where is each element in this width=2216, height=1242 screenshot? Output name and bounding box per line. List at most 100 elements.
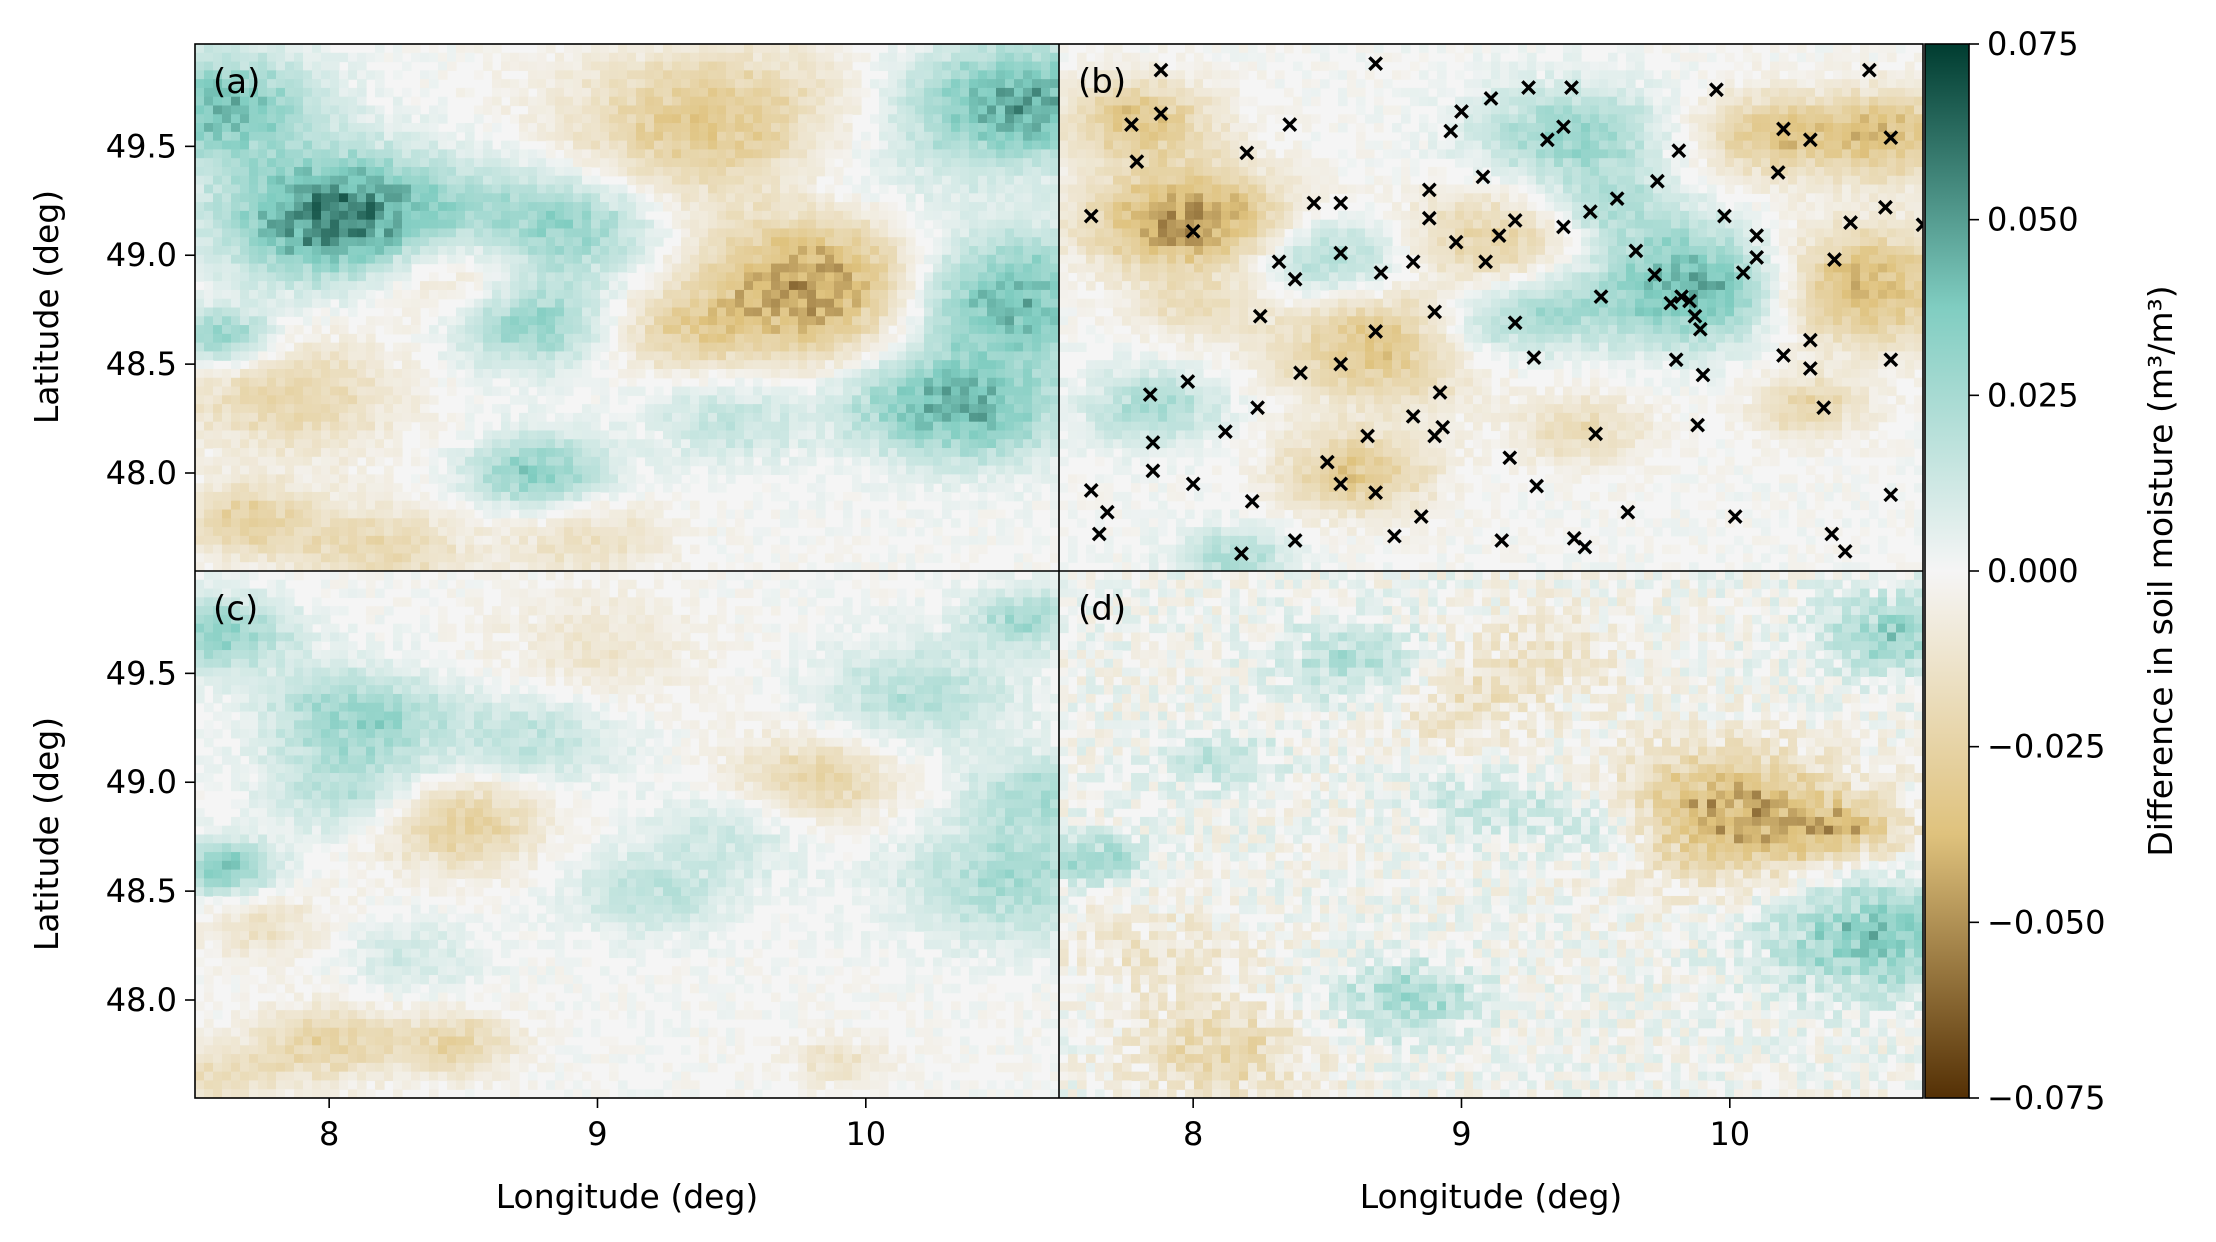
heatmap-cell [735,87,745,98]
heatmap-cell [861,158,871,168]
heatmap-cell [330,193,340,203]
heatmap-cell [546,272,556,282]
heatmap-cell [987,377,997,388]
heatmap-cell [753,87,763,98]
heatmap-cell [330,228,340,238]
heatmap-cell [798,166,808,177]
heatmap-cell [897,87,907,98]
heatmap-cell [393,351,403,361]
heatmap-cell [699,254,709,265]
heatmap-cell [339,360,349,370]
heatmap-cell [627,456,637,467]
heatmap-cell [1014,535,1024,546]
heatmap-cell [375,193,385,203]
heatmap-cell [663,360,673,370]
heatmap-cell [708,149,718,159]
heatmap-cell [861,237,871,247]
heatmap-cell [681,316,691,326]
heatmap-cell [681,52,691,63]
heatmap-cell [276,289,286,300]
heatmap-cell [654,333,664,344]
heatmap-cell [510,483,520,493]
heatmap-cell [780,175,790,186]
heatmap-cell [339,439,349,449]
heatmap-cell [546,193,556,203]
heatmap-cell [672,412,682,423]
heatmap-cell [951,254,961,265]
heatmap-cell [285,404,295,414]
heatmap-cell [744,202,754,212]
heatmap-cell [663,298,673,309]
heatmap-cell [294,123,304,133]
heatmap-cell [852,79,862,89]
heatmap-cell [771,44,781,54]
heatmap-cell [240,263,250,273]
heatmap-cell [465,44,475,54]
heatmap-cell [645,219,655,230]
heatmap-cell [843,289,853,300]
heatmap-cell [600,166,610,177]
heatmap-cell [609,316,619,326]
heatmap-cell [492,307,502,317]
heatmap-cell [870,114,880,124]
heatmap-cell [483,333,493,344]
heatmap-cell [888,333,898,344]
heatmap-cell [708,289,718,300]
heatmap-cell [789,360,799,370]
heatmap-cell [888,404,898,414]
heatmap-cell [1041,114,1051,124]
heatmap-cell [321,289,331,300]
heatmap-cell [456,272,466,282]
heatmap-cell [573,421,583,432]
heatmap-cell [240,509,250,519]
heatmap-cell [510,219,520,230]
heatmap-cell [834,70,844,80]
heatmap-cell [600,465,610,475]
heatmap-cell [249,500,259,511]
heatmap-cell [888,166,898,177]
heatmap-cell [429,70,439,80]
heatmap-cell [636,360,646,370]
heatmap-cell [294,448,304,458]
heatmap-cell [726,210,736,221]
heatmap-cell [213,44,223,54]
heatmap-cell [267,421,277,432]
heatmap-cell [825,281,835,291]
heatmap-cell [960,430,970,440]
heatmap-cell [573,465,583,475]
heatmap-cell [708,105,718,115]
heatmap-cell [483,360,493,370]
heatmap-cell [870,351,880,361]
heatmap-cell [645,395,655,405]
heatmap-cell [393,193,403,203]
heatmap-cell [213,246,223,256]
heatmap-cell [384,149,394,159]
heatmap-cell [519,316,529,326]
heatmap-cell [564,360,574,370]
heatmap-cell [537,412,547,423]
heatmap-cell [690,140,700,150]
heatmap-cell [879,430,889,440]
heatmap-cell [834,448,844,458]
heatmap-cell [708,456,718,467]
heatmap-cell [717,123,727,133]
heatmap-cell [492,500,502,511]
heatmap-cell [294,272,304,282]
heatmap-cell [618,202,628,212]
heatmap-cell [1041,175,1051,186]
heatmap-cell [249,377,259,388]
heatmap-cell [267,342,277,353]
heatmap-cell [456,518,466,528]
heatmap-cell [681,483,691,493]
heatmap-cell [645,360,655,370]
heatmap-cell [285,518,295,528]
heatmap-cell [420,237,430,247]
heatmap-cell [753,491,763,502]
heatmap-cell [294,535,304,546]
heatmap-cell [1041,61,1051,71]
heatmap-cell [951,228,961,238]
heatmap-cell [303,52,313,63]
heatmap-cell [942,483,952,493]
heatmap-cell [771,395,781,405]
heatmap-cell [888,360,898,370]
